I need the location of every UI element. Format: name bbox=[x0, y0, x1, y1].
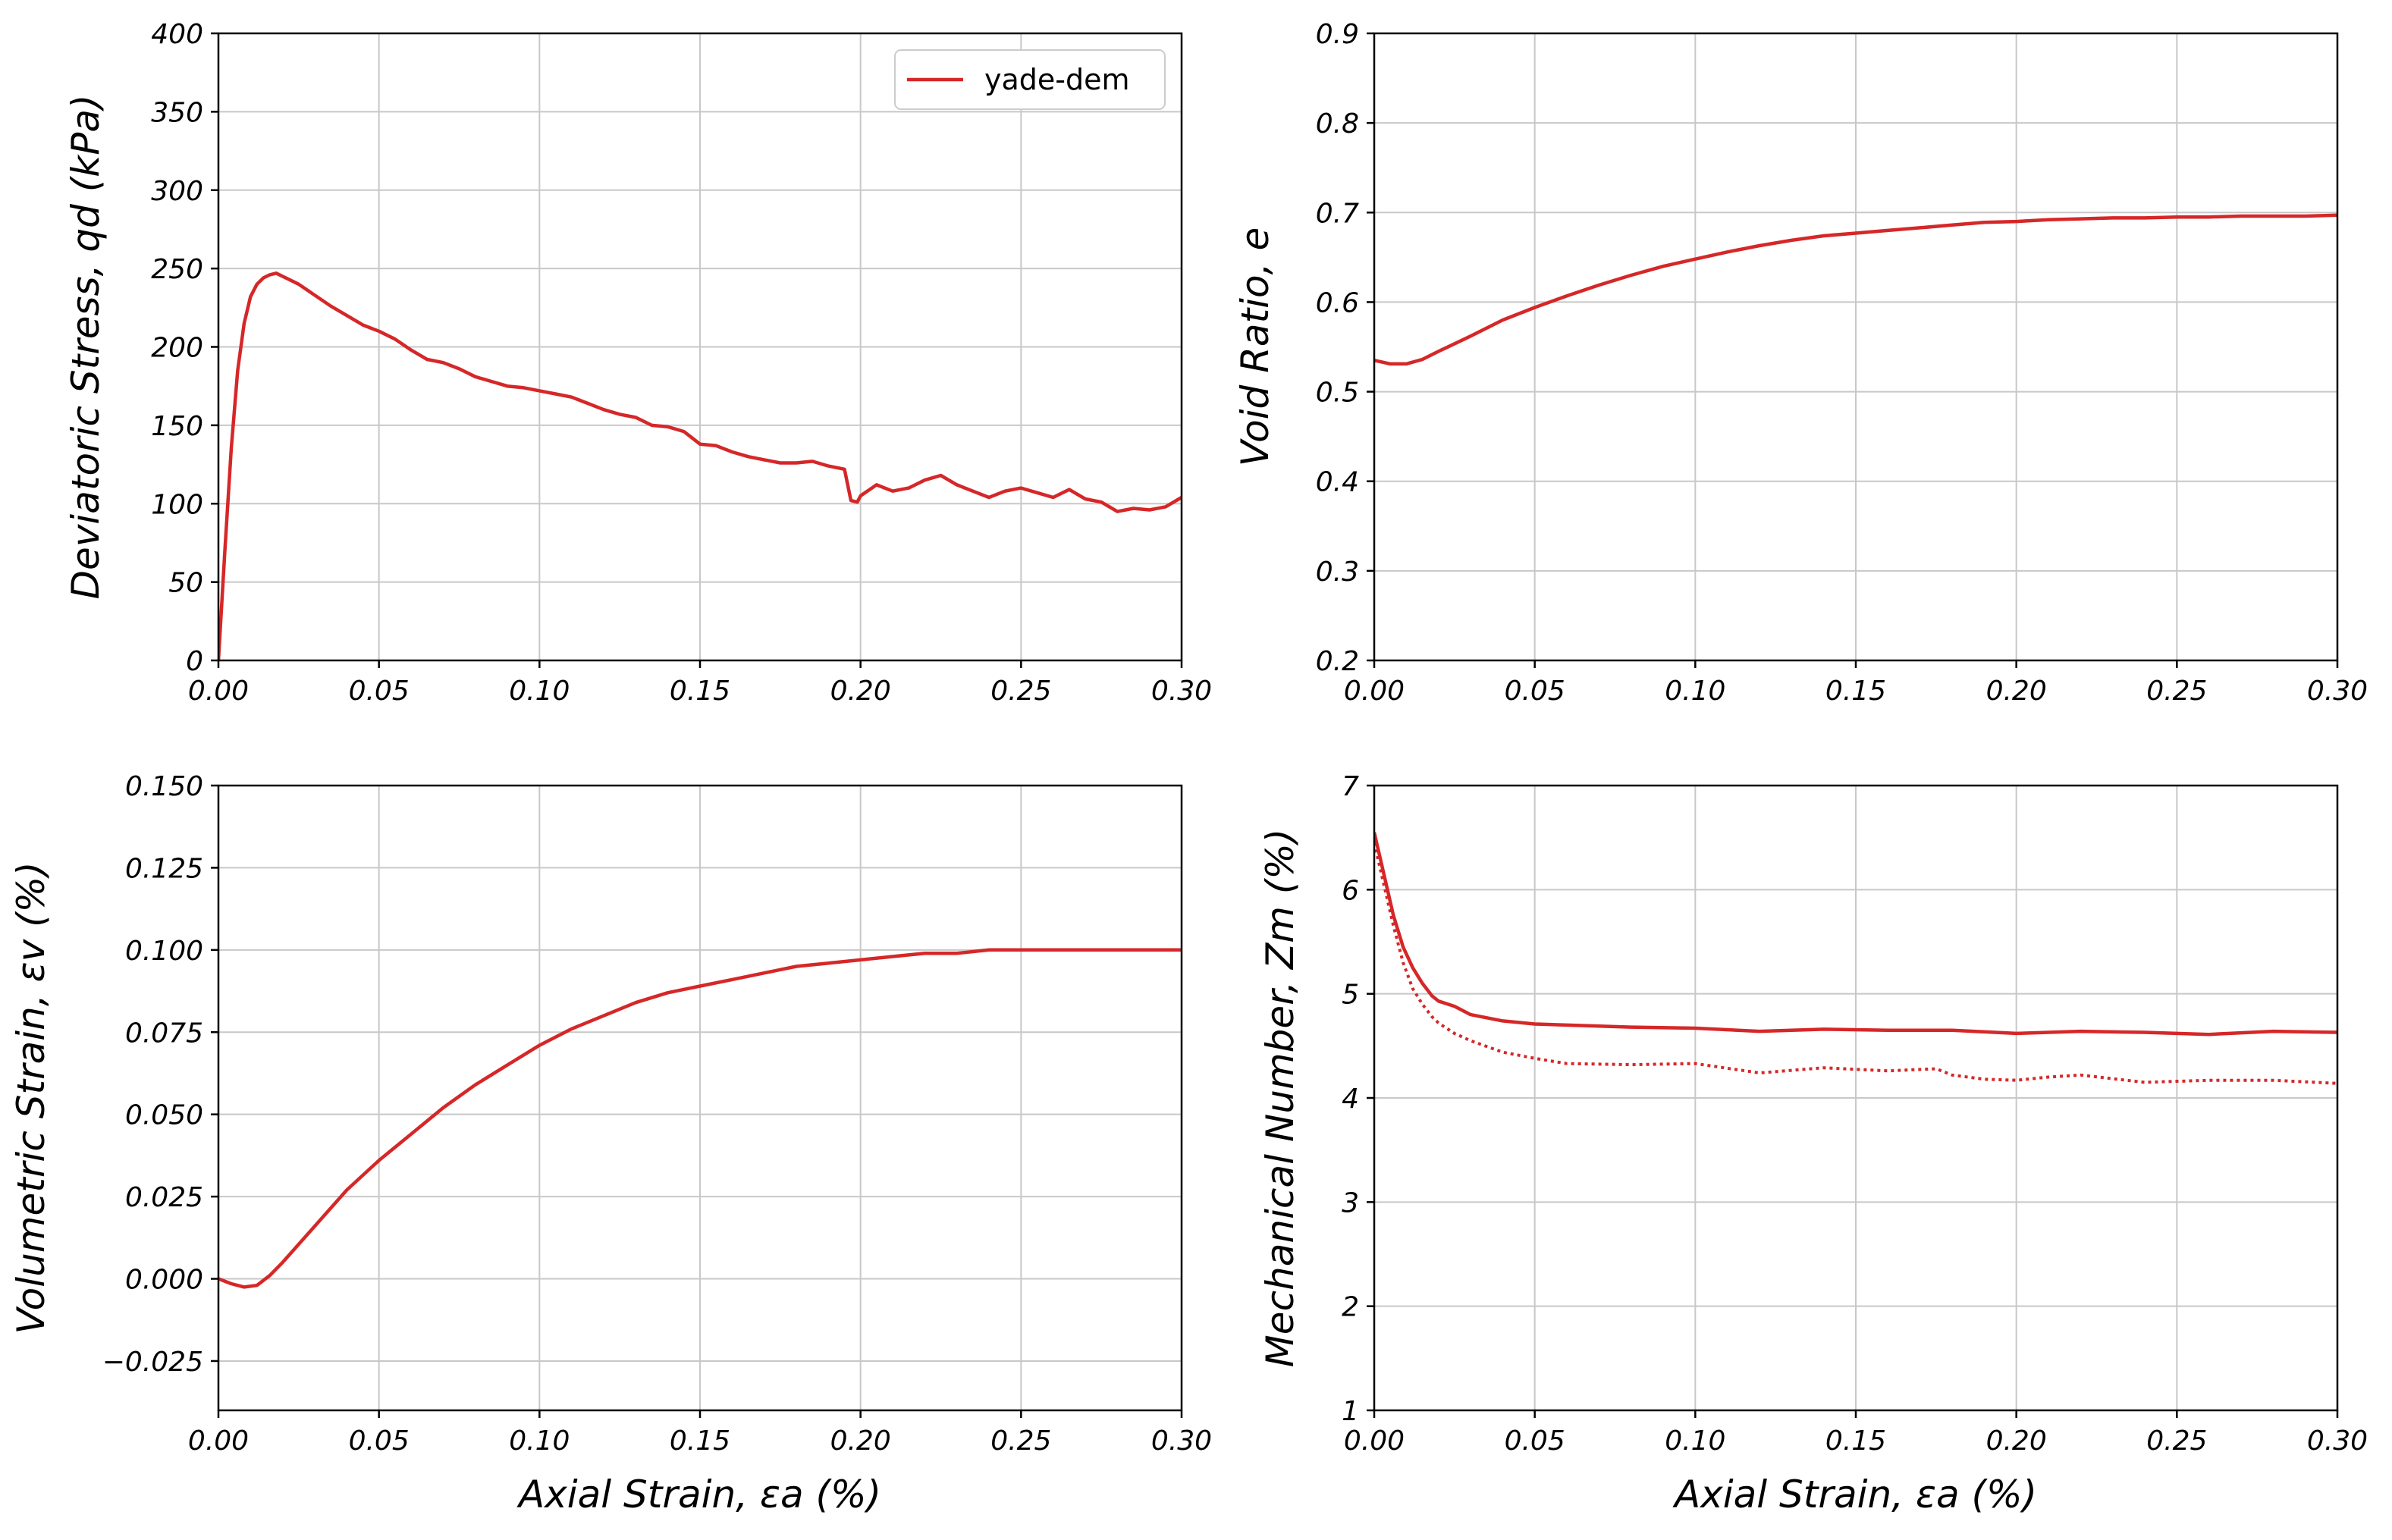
y-tick-label: 4 bbox=[1342, 1084, 1359, 1115]
y-tick-label: 0.150 bbox=[125, 771, 203, 802]
y-tick-label: 2 bbox=[1342, 1292, 1359, 1323]
x-tick-label: 0.05 bbox=[1505, 676, 1565, 707]
y-tick-label: 1 bbox=[1342, 1396, 1359, 1427]
x-tick-label: 0.10 bbox=[509, 1426, 570, 1457]
x-tick-label: 0.00 bbox=[1344, 1426, 1405, 1457]
legend-label: yade-dem bbox=[984, 63, 1130, 96]
x-tick-label: 0.00 bbox=[188, 1426, 249, 1457]
x-tick-label: 0.20 bbox=[1986, 1426, 2047, 1457]
x-tick-label: 0.20 bbox=[830, 1426, 891, 1457]
x-tick-label: 0.20 bbox=[830, 676, 891, 707]
x-tick-label: 0.10 bbox=[1665, 1426, 1725, 1457]
y-tick-label: 0.8 bbox=[1316, 108, 1359, 140]
x-tick-label: 0.05 bbox=[349, 1426, 410, 1457]
series-line-solid bbox=[218, 271, 1182, 660]
x-tick-label: 0.25 bbox=[2146, 1426, 2207, 1457]
y-tick-label: 0.025 bbox=[125, 1182, 203, 1213]
x-tick-label: 0.30 bbox=[2307, 676, 2368, 707]
y-tick-label: 50 bbox=[168, 568, 203, 599]
x-tick-label: 0.05 bbox=[1505, 1426, 1565, 1457]
y-tick-label: 0.9 bbox=[1316, 19, 1359, 50]
x-tick-label: 0.25 bbox=[990, 1426, 1051, 1457]
x-tick-label: 0.25 bbox=[990, 676, 1051, 707]
y-tick-label: 200 bbox=[151, 333, 203, 364]
legend: yade-dem bbox=[894, 49, 1166, 110]
y-tick-label: 5 bbox=[1342, 980, 1359, 1011]
y-tick-label: 350 bbox=[151, 97, 203, 128]
plot-frame bbox=[217, 32, 1183, 662]
x-tick-label: 0.25 bbox=[2146, 676, 2207, 707]
y-tick-label: 400 bbox=[151, 19, 203, 50]
y-tick-label: 3 bbox=[1342, 1187, 1359, 1219]
series-line-solid bbox=[218, 948, 1182, 1289]
x-tick-label: 0.10 bbox=[509, 676, 570, 707]
y-tick-label: 150 bbox=[151, 411, 203, 442]
y-tick-label: 300 bbox=[151, 176, 203, 207]
grid bbox=[218, 33, 1182, 661]
y-tick-label: 250 bbox=[151, 254, 203, 285]
chart-panel-mechanical: 0.00 0.05 0.10 0.15 0.20 0.25 0.30 1 2 3 4 5 6 7 Mecha… bbox=[1258, 771, 2368, 1516]
plot-frame bbox=[1373, 784, 2339, 1412]
plot-frame bbox=[217, 784, 1183, 1412]
y-tick-label: −0.025 bbox=[102, 1347, 203, 1378]
x-tick-label: 0.15 bbox=[1825, 1426, 1886, 1457]
x-tick-label: 0.30 bbox=[2307, 1426, 2368, 1457]
series-line-solid bbox=[1374, 213, 2337, 366]
y-tick-label: 0.7 bbox=[1316, 198, 1359, 229]
x-tick-label: 0.00 bbox=[1344, 676, 1405, 707]
x-tick-label: 0.15 bbox=[670, 1426, 730, 1457]
y-axis-title: Deviatoric Stress, qd (kPa) bbox=[64, 94, 108, 599]
y-tick-label: 0.075 bbox=[125, 1018, 203, 1049]
y-tick-label: 0.3 bbox=[1316, 557, 1359, 588]
x-tick-label: 0.30 bbox=[1151, 1426, 1212, 1457]
y-tick-label: 6 bbox=[1342, 875, 1359, 906]
x-tick-label: 0.15 bbox=[670, 676, 730, 707]
chart-panel-void-ratio: 0.00 0.05 0.10 0.15 0.20 0.25 0.30 0.2 0.3 0.4 0.5… bbox=[1233, 19, 2368, 707]
plot-frame bbox=[1373, 32, 2339, 662]
x-axis-title: Axial Strain, εa (%) bbox=[1672, 1473, 2037, 1516]
y-tick-label: 0 bbox=[186, 646, 203, 677]
y-axis-title: Mechanical Number, Zm (%) bbox=[1258, 829, 1302, 1368]
chart-panel-deviatoric: 0.00 0.05 0.10 0.15 0.20 0.25 0.30 0 50 100 150 200… bbox=[64, 19, 1212, 707]
y-tick-label: 0.100 bbox=[125, 936, 203, 967]
y-tick-label: 100 bbox=[151, 489, 203, 520]
x-axis-title: Axial Strain, εa (%) bbox=[516, 1473, 881, 1516]
grid bbox=[218, 785, 1182, 1410]
y-axis-title: Volumetric Strain, εv (%) bbox=[9, 861, 53, 1334]
y-tick-label: 7 bbox=[1342, 771, 1359, 802]
x-tick-label: 0.15 bbox=[1825, 676, 1886, 707]
y-tick-label: 0.000 bbox=[125, 1265, 203, 1296]
y-tick-label: 0.125 bbox=[125, 853, 203, 884]
y-axis-title: Void Ratio, e bbox=[1233, 227, 1277, 466]
legend-box bbox=[894, 49, 1166, 110]
y-tick-label: 0.4 bbox=[1316, 467, 1359, 498]
y-tick-label: 0.5 bbox=[1316, 378, 1359, 409]
y-tick-label: 0.6 bbox=[1316, 287, 1359, 318]
grid bbox=[1373, 33, 2338, 661]
x-tick-label: 0.30 bbox=[1151, 676, 1212, 707]
series-line-solid bbox=[1374, 832, 2337, 1037]
x-tick-label: 0.05 bbox=[349, 676, 410, 707]
x-tick-label: 0.00 bbox=[188, 676, 249, 707]
x-tick-label: 0.10 bbox=[1665, 676, 1725, 707]
y-tick-label: 0.2 bbox=[1316, 646, 1359, 677]
y-tick-label: 0.050 bbox=[125, 1100, 203, 1131]
chart-panel-volumetric: 0.00 0.05 0.10 0.15 0.20 0.25 0.30 −0.025 0.000 0… bbox=[9, 771, 1212, 1516]
grid bbox=[1373, 785, 2338, 1411]
x-tick-label: 0.20 bbox=[1986, 676, 2047, 707]
